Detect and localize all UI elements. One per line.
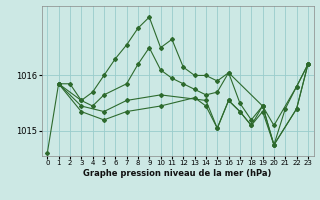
X-axis label: Graphe pression niveau de la mer (hPa): Graphe pression niveau de la mer (hPa): [84, 169, 272, 178]
